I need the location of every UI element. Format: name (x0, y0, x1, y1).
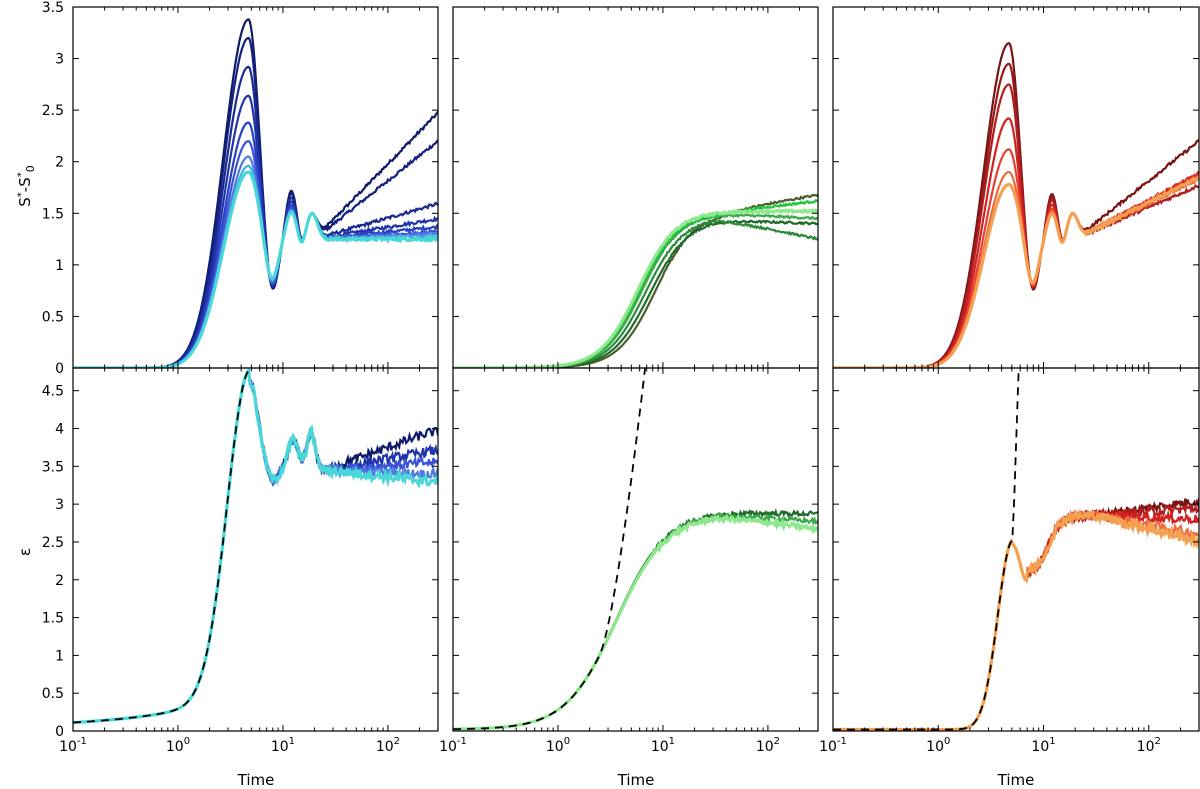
series-line-b4 (73, 94, 438, 368)
xlabel-left: Time (237, 771, 275, 789)
y-tick-label: 2.5 (42, 535, 64, 551)
y-tick-label: 2 (55, 573, 64, 589)
series-line-r5 (833, 148, 1199, 368)
x-tick-label: 101 (1031, 736, 1055, 755)
y-tick-label: 1 (55, 258, 64, 274)
panels: 0 0.5 1 1.5 2 2.5 3 3.5 10-1 100 101 102 0 0.5 1 1.5 2 2.… (42, 0, 1200, 755)
panel-bottom-green: 10-1 100 101 102 (439, 367, 819, 755)
y-tick-label: 1 (55, 648, 64, 664)
series-group (453, 193, 818, 368)
series-group (833, 368, 1199, 731)
series-line-b9 (73, 170, 438, 368)
y-tick-label: 0.5 (42, 686, 64, 702)
xlabel-middle: Time (617, 771, 655, 789)
y-tick-label: 3.5 (42, 459, 64, 475)
panel-bottom-red: 10-1 100 101 102 (819, 367, 1200, 755)
series-line-r3 (833, 83, 1199, 368)
x-tick-label: 102 (1137, 736, 1161, 755)
x-tick-label: 101 (651, 736, 675, 755)
series-line-r3 (833, 508, 1199, 731)
series-group (73, 368, 438, 725)
panel-top-red (832, 6, 1200, 369)
series-line-r2 (833, 62, 1199, 368)
axes-frame (72, 367, 439, 732)
series-line-b4 (73, 368, 438, 724)
series-line-b2 (73, 368, 438, 724)
series-line-b5 (73, 121, 438, 368)
series-line-g3 (453, 512, 818, 731)
series-line-r1 (833, 41, 1199, 368)
x-tick-label: 102 (376, 736, 400, 755)
series-line-g6 (453, 207, 818, 368)
y-tick-label: 3 (55, 497, 64, 513)
x-tick-label: 100 (166, 736, 190, 755)
y-tick-label: 2 (55, 155, 64, 171)
series-line-b1 (73, 368, 438, 724)
y-tick-label: 2.5 (42, 103, 64, 119)
x-tick-label: 100 (926, 736, 950, 755)
y-tick-label: 0.5 (42, 309, 64, 325)
series-line-b3 (73, 368, 438, 724)
reference-fit-line (73, 368, 251, 724)
x-tick-label: 10-1 (439, 736, 467, 755)
series-line-r4 (833, 509, 1199, 731)
y-tick-label: 4.5 (42, 384, 64, 400)
series-group (453, 368, 818, 731)
x-tick-label: 10-1 (59, 736, 87, 755)
series-line-b3 (73, 65, 438, 368)
series-line-r5 (833, 508, 1199, 731)
series-line-r7 (833, 175, 1199, 368)
series-line-r1 (833, 498, 1199, 731)
series-line-g1 (453, 508, 818, 731)
axes-frame (832, 367, 1200, 732)
series-line-g5 (453, 199, 818, 368)
axes-frame (452, 367, 819, 732)
y-tick-label: 3 (55, 52, 64, 68)
y-tick-label: 0 (55, 724, 64, 740)
reference-fit-line (833, 368, 1020, 731)
axis-labels: S*-S*0 ε Time Time Time (16, 165, 1034, 789)
series-line-b5 (73, 368, 438, 725)
y-tick-label: 3.5 (42, 0, 64, 16)
reference-fit-line (453, 368, 647, 731)
ylabel-top: S*-S*0 (16, 165, 37, 206)
y-tick-label: 1.5 (42, 206, 64, 222)
ylabel-bottom: ε (16, 548, 34, 556)
panel-top-blue: 0 0.5 1 1.5 2 2.5 3 3.5 (42, 0, 439, 377)
series-line-b1 (73, 18, 438, 368)
series-line-g2 (453, 511, 818, 731)
series-line-r4 (833, 117, 1199, 368)
series-line-r2 (833, 503, 1199, 731)
series-group (73, 18, 438, 368)
xlabel-right: Time (997, 771, 1035, 789)
y-tick-label: 0 (55, 361, 64, 377)
x-tick-label: 102 (756, 736, 780, 755)
panel-top-green (452, 6, 819, 369)
x-tick-label: 101 (271, 736, 295, 755)
series-line-b2 (73, 36, 438, 368)
y-tick-label: 4 (55, 422, 64, 438)
x-tick-label: 100 (546, 736, 570, 755)
y-tick-label: 1.5 (42, 611, 64, 627)
series-group (833, 41, 1199, 368)
panel-bottom-blue: 10-1 100 101 102 0 0.5 1 1.5 2 2.5 3 3.5 4 4.5 (42, 367, 439, 755)
x-tick-label: 10-1 (819, 736, 847, 755)
